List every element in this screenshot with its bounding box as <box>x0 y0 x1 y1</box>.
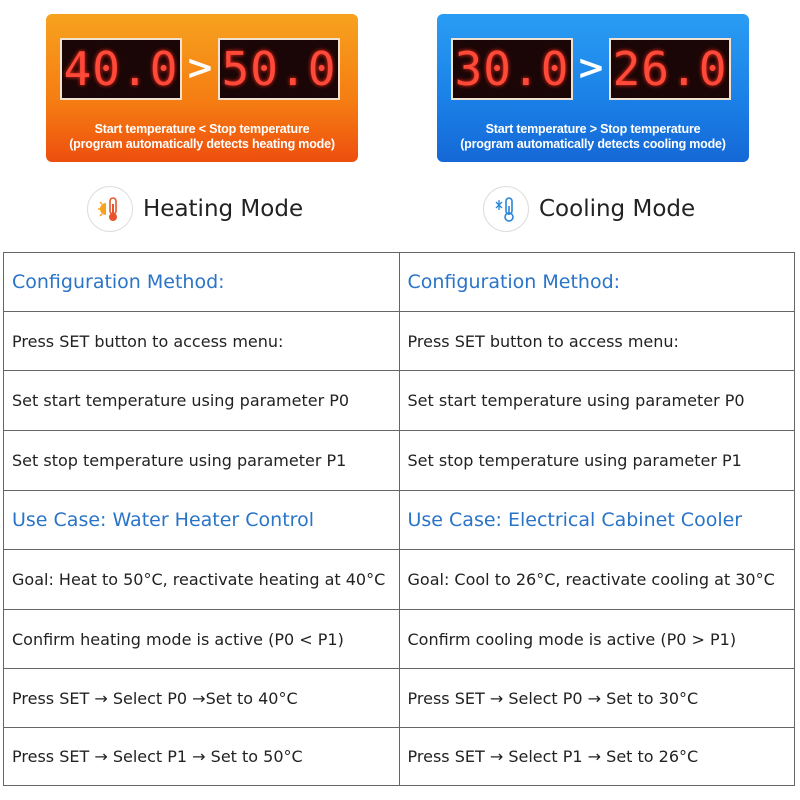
cooling-banner: 30.0 > 26.0 Start temperature > Stop tem… <box>437 14 749 162</box>
snowflake-thermometer-icon <box>483 186 529 232</box>
table-row: Set stop temperature using parameter P1 S… <box>3 430 795 491</box>
caption-line: Start temperature < Stop temperature <box>94 122 310 136</box>
table-cell: Set start temperature using parameter P0 <box>3 370 400 431</box>
heating-banner: 40.0 > 50.0 Start temperature < Stop tem… <box>46 14 358 162</box>
table-row: Set start temperature using parameter P0… <box>3 370 795 431</box>
table-row: Press SET → Select P0 →Set to 40°C Press … <box>3 668 795 728</box>
mode-title: Cooling Mode <box>539 196 696 222</box>
caption-line: (program automatically detects heating m… <box>69 137 335 151</box>
table-cell: Goal: Heat to 50°C, reactivate heating a… <box>3 549 400 610</box>
table-cell: Press SET → Select P0 →Set to 40°C <box>3 668 400 728</box>
table-heading-row: Use Case: Water Heater Control Use Case: … <box>3 490 795 550</box>
sun-thermometer-icon <box>87 186 133 232</box>
table-row: Press SET → Select P1 → Set to 50°C Press… <box>3 727 795 786</box>
heating-mode-label: Heating Mode <box>87 186 303 232</box>
table-cell: Confirm cooling mode is active (P0 > P1) <box>398 609 795 669</box>
section-heading: Configuration Method: <box>398 252 795 312</box>
section-heading: Use Case: Water Heater Control <box>3 490 400 550</box>
table-row: Press SET button to access menu: Press SE… <box>3 311 795 371</box>
table-heading-row: Configuration Method: Configuration Metho… <box>3 252 795 312</box>
table-cell: Goal: Cool to 26°C, reactivate cooling a… <box>398 549 795 610</box>
table-cell: Press SET button to access menu: <box>3 311 400 371</box>
table-cell: Confirm heating mode is active (P0 < P1) <box>3 609 400 669</box>
caption-line: Start temperature > Stop temperature <box>485 122 701 136</box>
table-cell: Press SET → Select P0 → Set to 30°C <box>398 668 795 728</box>
section-heading: Use Case: Electrical Cabinet Cooler <box>398 490 795 550</box>
start-temp-display: 40.0 <box>60 38 182 100</box>
comparator: > <box>576 48 606 88</box>
mode-title: Heating Mode <box>143 196 304 222</box>
table-cell: Press SET → Select P1 → Set to 50°C <box>3 727 400 786</box>
section-heading: Configuration Method: <box>3 252 400 312</box>
table-cell: Press SET → Select P1 → Set to 26°C <box>398 727 795 786</box>
cooling-caption: Start temperature > Stop temperature (pro… <box>437 122 749 152</box>
table-cell: Set stop temperature using parameter P1 <box>398 430 795 491</box>
table-cell: Set start temperature using parameter P0 <box>398 370 795 431</box>
cooling-mode-label: Cooling Mode <box>483 186 695 232</box>
heating-caption: Start temperature < Stop temperature (pro… <box>46 122 358 152</box>
table-cell: Set stop temperature using parameter P1 <box>3 430 400 491</box>
stop-temp-display: 26.0 <box>609 38 731 100</box>
table-cell: Press SET button to access menu: <box>398 311 795 371</box>
start-temp-display: 30.0 <box>451 38 573 100</box>
table-row: Confirm heating mode is active (P0 < P1)… <box>3 609 795 669</box>
comparator: > <box>185 48 215 88</box>
configuration-table: Configuration Method: Configuration Metho… <box>3 252 795 786</box>
table-row: Goal: Heat to 50°C, reactivate heating a… <box>3 549 795 610</box>
caption-line: (program automatically detects cooling m… <box>460 137 726 151</box>
stop-temp-display: 50.0 <box>218 38 340 100</box>
